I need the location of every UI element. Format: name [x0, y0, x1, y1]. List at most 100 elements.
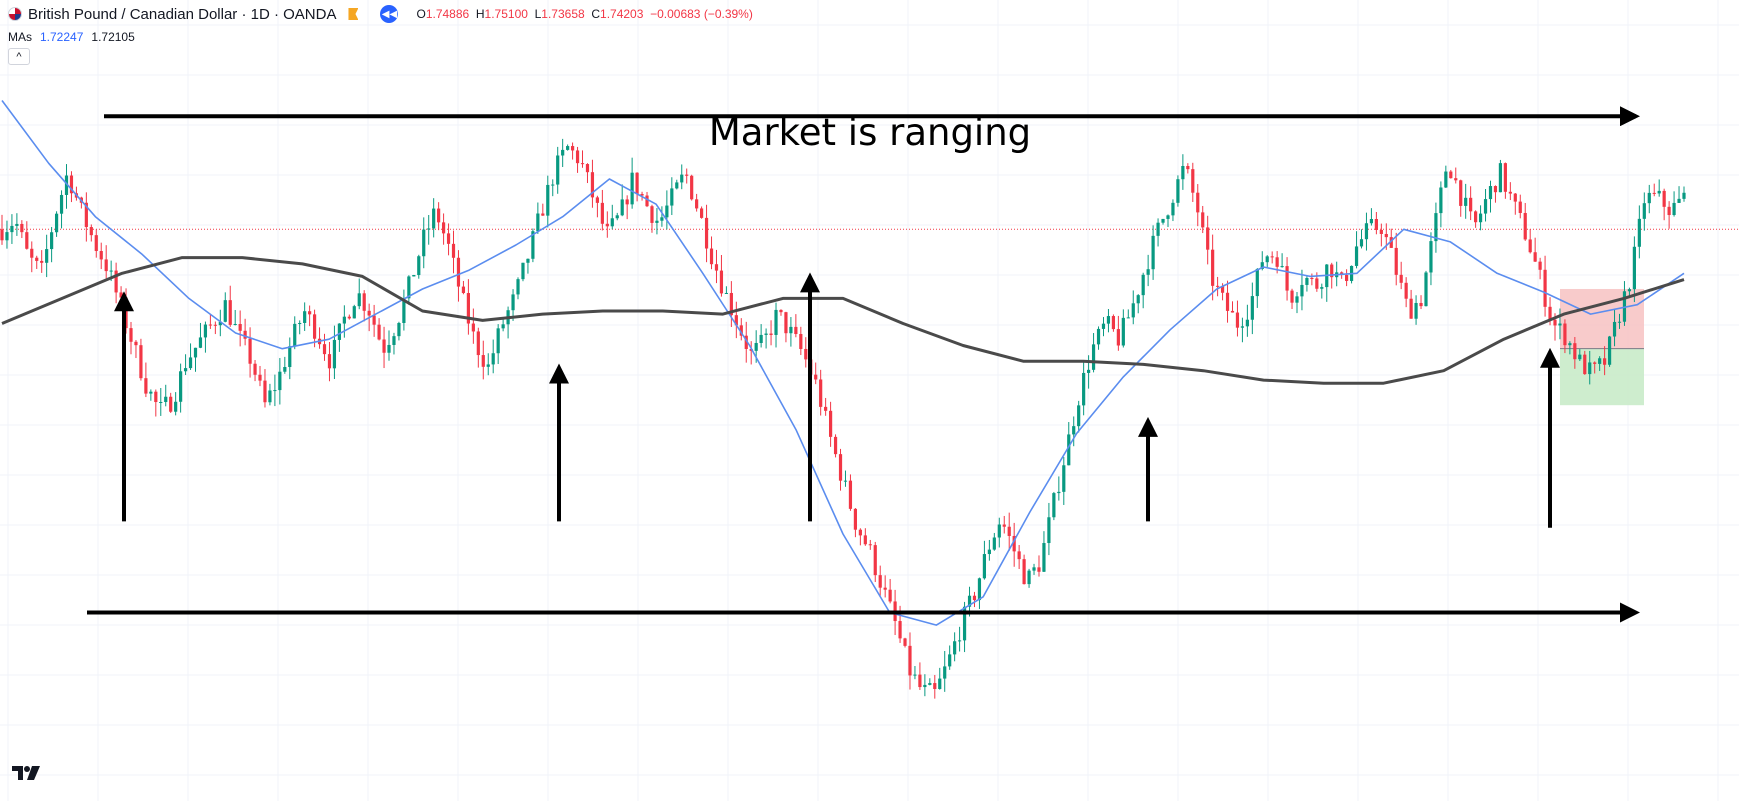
candle-body — [957, 640, 962, 642]
candle-body — [0, 229, 4, 241]
candle-body — [1265, 256, 1269, 263]
candle-body — [734, 315, 738, 326]
candle-body — [1558, 323, 1562, 326]
candle-body — [1062, 465, 1066, 492]
candle-body — [1404, 282, 1408, 299]
candle-body — [1151, 235, 1155, 270]
candle-body — [665, 205, 669, 218]
candle-body — [918, 674, 922, 688]
candle-body — [1573, 343, 1577, 360]
replay-icon[interactable]: ◀◀ — [380, 5, 399, 23]
candle-body — [59, 194, 64, 214]
candle-body — [1106, 316, 1111, 324]
candle-body — [714, 264, 719, 271]
candle-body — [1082, 372, 1086, 406]
flag-marker-icon[interactable] — [348, 8, 359, 20]
change-value: −0.00683 (−0.39%) — [650, 7, 753, 21]
candle-body — [1429, 241, 1433, 273]
candle-body — [1101, 323, 1106, 329]
candle-body — [169, 396, 173, 412]
candle-body — [1459, 180, 1463, 206]
candle-body — [928, 683, 932, 685]
candle-body — [566, 146, 570, 150]
candle-body — [1290, 290, 1294, 303]
candle-body — [322, 344, 327, 355]
candle-body — [759, 334, 763, 343]
ma-fast-value: 1.72247 — [40, 30, 84, 44]
candle-body — [1245, 319, 1249, 327]
candle-body — [198, 337, 203, 348]
candle-body — [1260, 262, 1264, 269]
candle-body — [149, 391, 153, 394]
ma-indicator-label[interactable]: MAs — [8, 30, 32, 44]
candle-body — [1032, 567, 1036, 571]
candle-body — [382, 339, 386, 353]
candle-body — [1141, 274, 1145, 296]
candle-body — [769, 333, 773, 335]
candle-body — [516, 279, 520, 295]
candle-body — [670, 188, 674, 206]
candle-body — [1598, 358, 1602, 364]
candle-body — [223, 300, 227, 322]
candle-body — [1077, 405, 1081, 427]
candle-body — [412, 275, 416, 277]
candle-body — [551, 184, 555, 186]
candle-body — [288, 346, 292, 368]
candle-body — [908, 645, 912, 676]
open-value: 1.74886 — [425, 7, 470, 21]
candle-body — [1285, 266, 1289, 291]
tradingview-logo-icon[interactable] — [12, 764, 44, 782]
symbol-title[interactable]: British Pound / Canadian Dollar · 1D · O… — [28, 5, 337, 23]
candle-body — [888, 589, 892, 602]
candle-body — [40, 260, 44, 263]
candle-body — [967, 595, 972, 607]
candle-body — [427, 228, 431, 230]
candle-body — [461, 286, 466, 294]
candle-body — [5, 232, 9, 241]
candle-body — [437, 208, 441, 223]
candle-body — [1359, 239, 1364, 247]
candle-body — [1672, 202, 1676, 216]
candle-body — [953, 641, 957, 655]
candle-body — [585, 164, 590, 173]
candle-body — [660, 217, 664, 221]
candle-body — [570, 146, 575, 151]
candle-body — [357, 293, 361, 307]
candle-body — [1493, 186, 1498, 193]
candle-body — [1052, 493, 1056, 518]
candle-body — [848, 480, 853, 509]
candle-body — [1593, 362, 1597, 364]
candle-body — [1662, 190, 1666, 207]
candle-body — [1037, 567, 1041, 572]
candle-body — [943, 666, 947, 679]
candle-body — [794, 326, 798, 335]
candle-body — [1553, 319, 1557, 326]
candle-body — [144, 378, 148, 394]
candle-body — [1270, 256, 1274, 258]
candle-body — [1156, 222, 1160, 236]
candle-body — [997, 524, 1001, 538]
candle-body — [1488, 186, 1493, 200]
candle-body — [625, 199, 629, 205]
candle-body — [779, 309, 783, 313]
ohlc-values: O1.74886 H1.75100 L1.73658 C1.74203 −0.0… — [416, 7, 753, 21]
candle-body — [446, 233, 451, 244]
low-value: 1.73658 — [541, 7, 585, 21]
candle-body — [208, 324, 212, 326]
candle-body — [54, 213, 59, 233]
candle-body — [1186, 165, 1190, 170]
candlestick-series — [0, 138, 1686, 699]
candle-body — [1424, 272, 1428, 307]
candle-body — [402, 298, 406, 324]
candle-body — [451, 243, 456, 258]
indicator-row: MAs 1.72247 1.72105 — [8, 28, 135, 46]
candle-body — [1454, 178, 1458, 181]
candle-body — [1419, 302, 1423, 307]
candle-body — [640, 193, 644, 196]
candle-body — [1379, 229, 1383, 234]
symbol-info-row: British Pound / Canadian Dollar · 1D · O… — [8, 4, 753, 24]
candle-body — [471, 323, 475, 332]
moving-averages — [1, 100, 1685, 626]
collapse-legend-button[interactable]: ^ — [8, 48, 30, 65]
